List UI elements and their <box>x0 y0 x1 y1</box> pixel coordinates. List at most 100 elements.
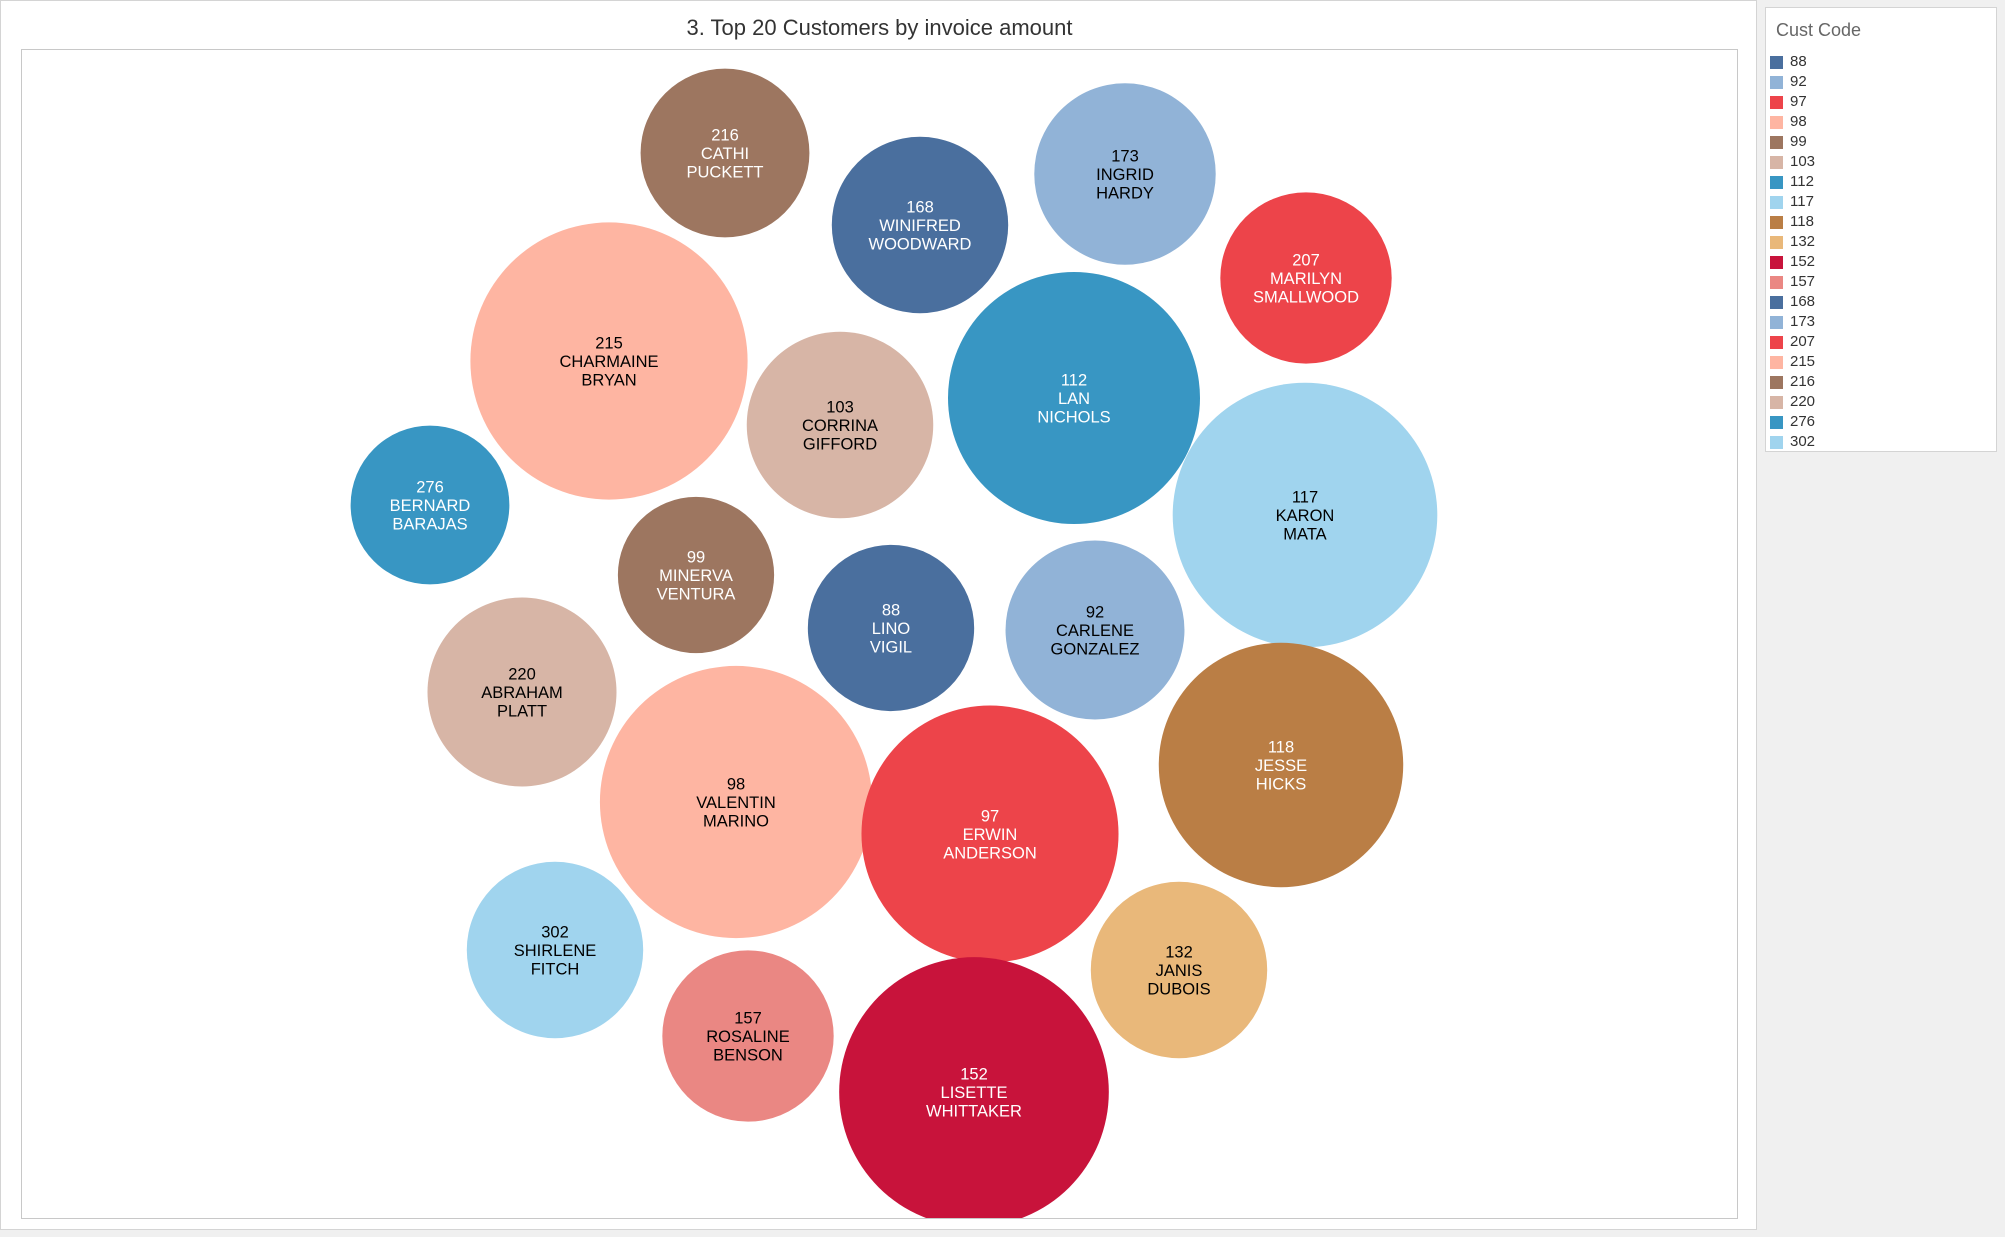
legend-item[interactable]: 117 <box>1770 192 1815 212</box>
legend-label: 112 <box>1790 173 1814 190</box>
legend-label: 132 <box>1790 233 1816 250</box>
bubble-circle[interactable] <box>831 136 1009 314</box>
bubble-circle[interactable] <box>662 950 834 1122</box>
legend-swatch <box>1770 155 1783 169</box>
legend-label: 168 <box>1790 293 1816 310</box>
chart-sheet: 3. Top 20 Customers by invoice amount 21… <box>0 0 1757 1230</box>
legend-item[interactable]: 168 <box>1770 292 1815 312</box>
bubble-circle[interactable] <box>350 425 510 585</box>
bubble-circle[interactable] <box>466 861 644 1039</box>
legend-item[interactable]: 92 <box>1770 72 1815 92</box>
bubble-label-last: PLATT <box>497 703 547 721</box>
bubble-circle[interactable] <box>640 68 810 238</box>
bubble-label-code: 132 <box>1165 944 1193 962</box>
bubble-circle[interactable] <box>427 597 617 787</box>
legend-item[interactable]: 216 <box>1770 372 1815 392</box>
legend-swatch <box>1770 375 1783 389</box>
bubble-label-first: KARON <box>1276 507 1335 525</box>
bubble-label-last: HICKS <box>1256 776 1306 794</box>
legend-swatch <box>1770 195 1783 209</box>
bubble-label-code: 92 <box>1086 604 1104 622</box>
bubble-circle[interactable] <box>470 222 748 500</box>
legend-swatch <box>1770 95 1783 109</box>
legend-swatch <box>1770 135 1783 149</box>
legend-item[interactable]: 207 <box>1770 332 1815 352</box>
bubble-circle[interactable] <box>807 544 975 712</box>
legend-label: 99 <box>1790 133 1807 150</box>
bubble-label-first: ABRAHAM <box>481 684 563 702</box>
bubble-circle[interactable] <box>1220 192 1392 364</box>
legend-swatch <box>1770 355 1783 369</box>
legend-item[interactable]: 103 <box>1770 152 1815 172</box>
bubble-circle[interactable] <box>617 496 775 654</box>
bubble-circle[interactable] <box>1172 382 1438 648</box>
bubble-circle[interactable] <box>1005 540 1185 720</box>
bubble-circle[interactable] <box>861 705 1119 963</box>
legend-swatch <box>1770 235 1783 249</box>
bubble-label-last: HARDY <box>1096 185 1154 203</box>
bubble-label-code: 117 <box>1292 489 1318 507</box>
legend-item[interactable]: 220 <box>1770 392 1815 412</box>
bubble-label-code: 302 <box>541 924 569 942</box>
legend-item[interactable]: 112 <box>1770 172 1815 192</box>
legend-swatch <box>1770 255 1783 269</box>
bubble-label-first: JANIS <box>1156 962 1203 980</box>
legend-label: 215 <box>1790 353 1816 370</box>
bubble-circle[interactable] <box>599 665 873 939</box>
bubble-circle[interactable] <box>1034 83 1216 265</box>
legend-item[interactable]: 99 <box>1770 132 1815 152</box>
bubble-circle[interactable] <box>746 331 934 519</box>
legend-item[interactable]: 98 <box>1770 112 1815 132</box>
legend-swatch <box>1770 315 1783 329</box>
bubble-label-first: VALENTIN <box>696 794 775 812</box>
legend-item[interactable]: 157 <box>1770 272 1815 292</box>
legend-title: Cust Code <box>1776 20 1862 40</box>
legend-item[interactable]: 302 <box>1770 432 1815 452</box>
legend-item[interactable]: 152 <box>1770 252 1815 272</box>
bubble-circle[interactable] <box>1158 642 1404 888</box>
legend-item[interactable]: 118 <box>1770 212 1815 232</box>
legend-item[interactable]: 215 <box>1770 352 1815 372</box>
bubble-label-code: 157 <box>734 1010 762 1028</box>
legend-swatch <box>1770 335 1783 349</box>
bubble-circle[interactable] <box>948 272 1200 524</box>
legend-swatch <box>1770 295 1783 309</box>
bubble-label-first: CATHI <box>701 145 749 163</box>
legend-item[interactable]: 88 <box>1770 52 1815 72</box>
bubble-label-first: MINERVA <box>659 567 733 585</box>
bubble-label-code: 99 <box>687 549 705 567</box>
legend-item[interactable]: 276 <box>1770 412 1815 432</box>
bubble-label-first: LISETTE <box>941 1084 1008 1102</box>
bubble-label-code: 152 <box>960 1066 988 1084</box>
legend-item[interactable]: 97 <box>1770 92 1815 112</box>
legend-swatch <box>1770 435 1783 449</box>
legend-list: 88 92 97 98 99 103 112 117 118 132 152 157 168 173 207… <box>1770 52 1815 452</box>
legend-item[interactable]: 132 <box>1770 232 1815 252</box>
legend-item[interactable]: 173 <box>1770 312 1815 332</box>
legend-label: 220 <box>1790 393 1816 410</box>
bubble-label-code: 173 <box>1111 148 1139 166</box>
bubble-circle[interactable] <box>839 957 1109 1218</box>
bubble-circle[interactable] <box>1090 881 1268 1059</box>
legend-label: 276 <box>1790 413 1816 430</box>
